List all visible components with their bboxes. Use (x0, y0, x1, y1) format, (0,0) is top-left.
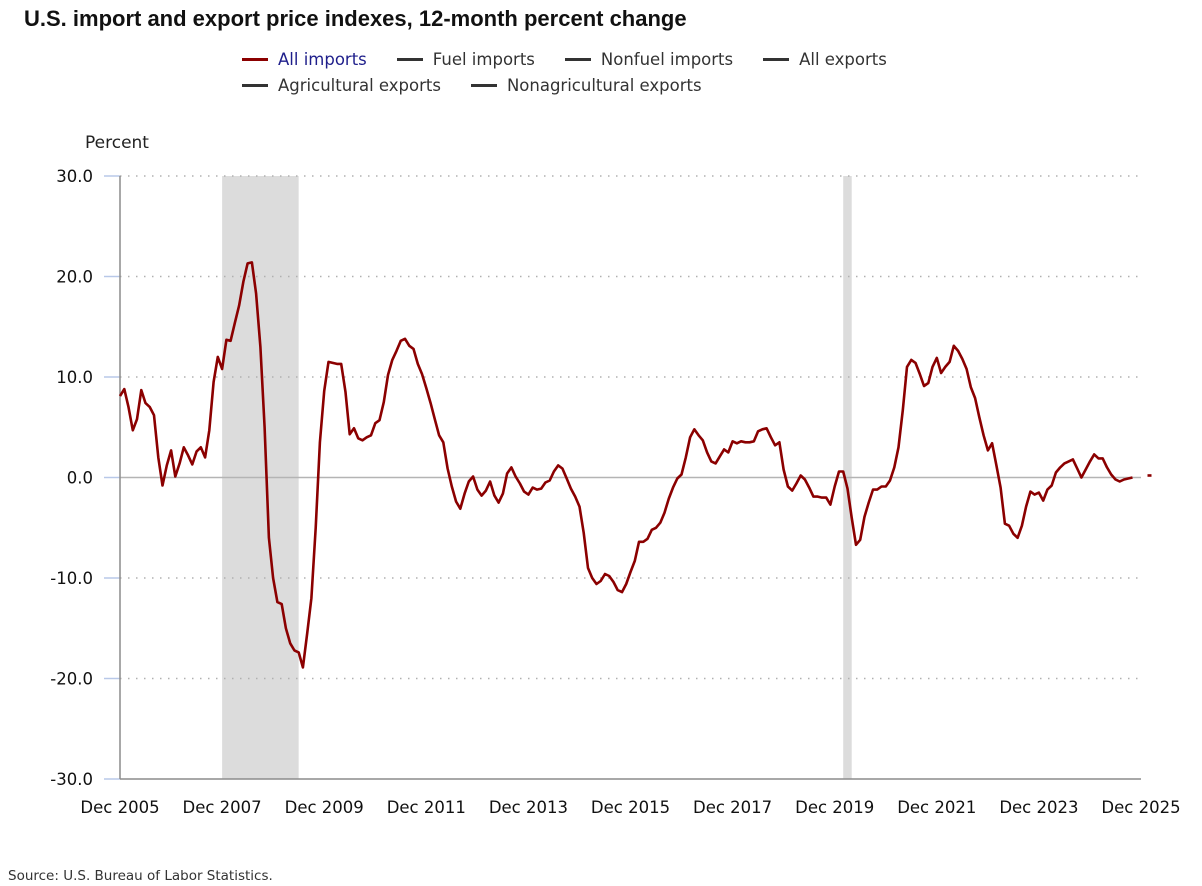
x-tick-label: Dec 2011 (387, 798, 466, 817)
legend-item-all-exports[interactable]: All exports (763, 50, 887, 69)
legend-item-nonagricultural-exports[interactable]: Nonagricultural exports (470, 76, 702, 95)
x-tick-label: Dec 2025 (1101, 798, 1180, 817)
legend-swatch (763, 58, 790, 61)
x-tick-label: Dec 2019 (795, 798, 874, 817)
x-tick-label: Dec 2015 (591, 798, 670, 817)
legend-label: Nonfuel imports (600, 50, 734, 69)
legend-label: All exports (799, 50, 887, 69)
legend-swatch (242, 84, 268, 87)
y-tick-label: -20.0 (50, 670, 93, 689)
legend-swatch (470, 84, 497, 87)
y-tick-label: 10.0 (56, 368, 93, 387)
x-tick-label: Dec 2005 (80, 798, 159, 817)
legend-item-fuel-imports[interactable]: Fuel imports (396, 50, 535, 69)
y-tick-label: 20.0 (56, 268, 93, 287)
legend-label: Nonagricultural exports (506, 76, 702, 95)
x-tick-label: Dec 2007 (183, 798, 262, 817)
y-tick-label: 30.0 (56, 167, 93, 186)
y-tick-label: 0.0 (67, 469, 93, 488)
legend-item-all-imports[interactable]: All imports (242, 50, 367, 69)
y-axis-label: Percent (85, 133, 149, 153)
legend-label: All imports (278, 50, 367, 69)
series-line-all-imports (118, 261, 1133, 669)
x-tick-label: Dec 2013 (489, 798, 568, 817)
source-note: Source: U.S. Bureau of Labor Statistics. (8, 868, 273, 884)
legend-label: Agricultural exports (278, 76, 441, 95)
x-tick-label: Dec 2021 (897, 798, 976, 817)
legend-swatch (396, 58, 423, 61)
legend-row-2: Agricultural exports Nonagricultural expo… (242, 76, 732, 95)
legend-label: Fuel imports (432, 50, 535, 69)
legend-item-agricultural-exports[interactable]: Agricultural exports (242, 76, 441, 95)
x-tick-label: Dec 2009 (285, 798, 364, 817)
y-tick-label: -10.0 (50, 569, 93, 588)
legend-swatch (564, 58, 591, 61)
y-tick-label: -30.0 (50, 770, 93, 789)
legend: All imports Fuel imports Nonfuel imports Al… (242, 50, 917, 69)
chart-title: U.S. import and export price indexes, 12… (24, 6, 687, 31)
x-tick-label: Dec 2023 (999, 798, 1078, 817)
legend-swatch (242, 58, 268, 61)
legend-item-nonfuel-imports[interactable]: Nonfuel imports (564, 50, 734, 69)
x-tick-label: Dec 2017 (693, 798, 772, 817)
